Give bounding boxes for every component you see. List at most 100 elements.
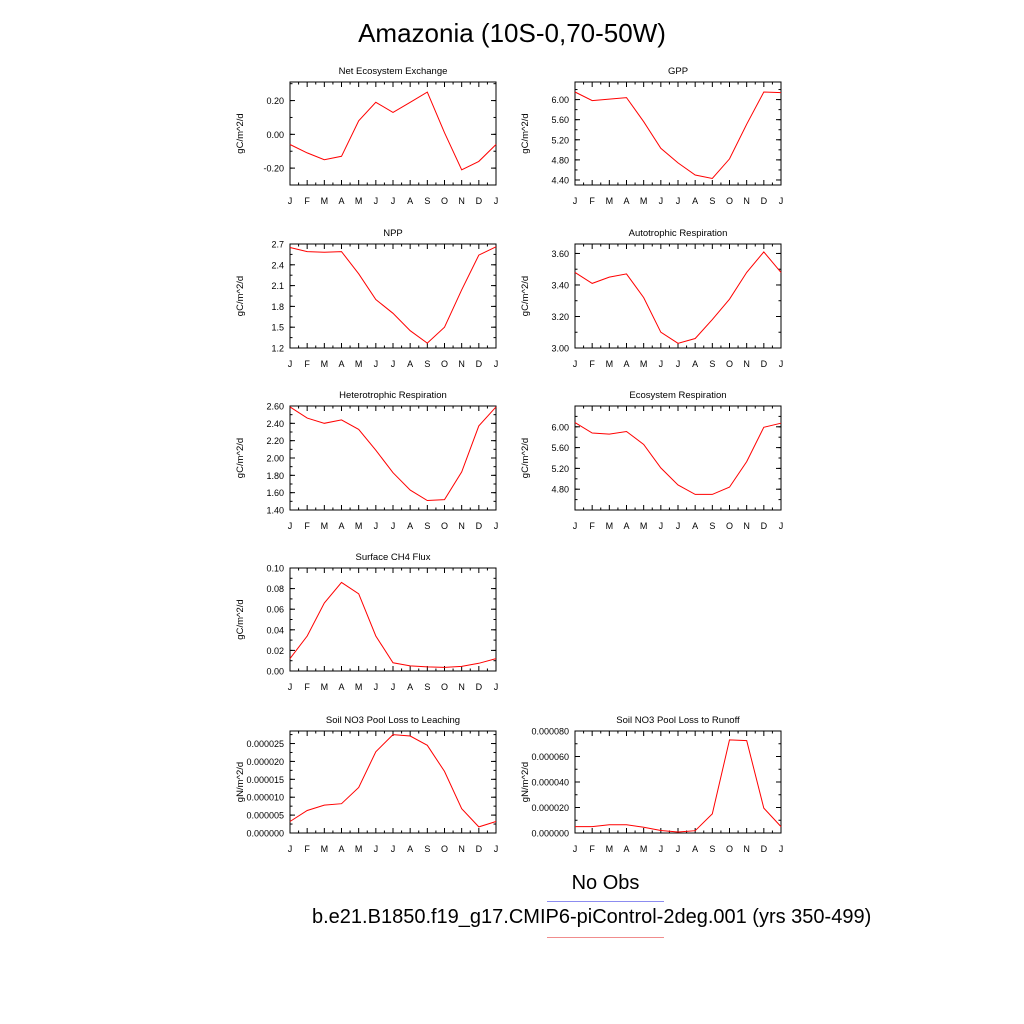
x-tick-label: J <box>391 682 396 692</box>
x-tick-label: J <box>374 844 379 854</box>
x-tick-label: F <box>589 844 595 854</box>
y-tick-label: 3.20 <box>551 312 569 322</box>
y-tick-label: 0.000040 <box>531 778 569 788</box>
x-tick-label: J <box>494 196 499 206</box>
x-tick-label: J <box>659 196 664 206</box>
series-line <box>289 406 497 502</box>
x-tick-label: J <box>659 521 664 531</box>
plot-frame <box>574 243 782 349</box>
x-tick-label: J <box>779 521 784 531</box>
x-tick-label: N <box>458 521 465 531</box>
x-tick-label: M <box>640 196 648 206</box>
series-line <box>575 739 782 833</box>
x-tick-label: N <box>458 196 465 206</box>
y-tick-label: 2.7 <box>271 240 284 250</box>
x-tick-label: M <box>606 359 614 369</box>
panel-title: Autotrophic Respiration <box>629 228 728 239</box>
x-tick-label: A <box>623 196 629 206</box>
chart-panel: J F M A M J J A S O N D J1.21.51.82.12.42.7NPPgC/m^2… <box>235 228 498 369</box>
y-axis-label: gC/m^2/d <box>235 276 246 316</box>
y-axis-label: gC/m^2/d <box>520 113 531 153</box>
x-tick-label: J <box>494 844 499 854</box>
x-tick-label: J <box>288 682 293 692</box>
x-tick-label: A <box>692 844 698 854</box>
x-tick-label: S <box>709 359 715 369</box>
x-tick-label: J <box>676 196 681 206</box>
x-tick-label: J <box>573 844 578 854</box>
y-tick-label: 0.00 <box>266 667 284 677</box>
x-tick-label: J <box>659 359 664 369</box>
y-tick-label: 3.40 <box>551 280 569 290</box>
x-tick-label: O <box>726 521 733 531</box>
y-tick-label: 0.20 <box>266 96 284 106</box>
x-tick-label: D <box>761 196 768 206</box>
x-tick-label: N <box>743 521 750 531</box>
x-tick-label: O <box>441 521 448 531</box>
chart-panel: J F M A M J J A S O N D J3.003.203.403.60Autotrophic… <box>520 228 783 369</box>
y-tick-label: 0.08 <box>266 584 284 594</box>
x-tick-label: O <box>726 359 733 369</box>
x-tick-label: J <box>676 844 681 854</box>
x-tick-label: S <box>424 196 430 206</box>
x-tick-label: S <box>424 682 430 692</box>
y-tick-label: 1.8 <box>271 302 284 312</box>
panel-title: Ecosystem Respiration <box>629 390 726 401</box>
y-axis-label: gC/m^2/d <box>235 599 246 639</box>
y-axis-label: gN/m^2/d <box>520 762 531 802</box>
y-tick-label: 4.40 <box>551 175 569 185</box>
series-line <box>289 91 497 171</box>
y-tick-label: 5.20 <box>551 464 569 474</box>
x-tick-label: J <box>288 844 293 854</box>
y-tick-label: 4.80 <box>551 155 569 165</box>
legend-case-line <box>547 937 664 938</box>
x-tick-label: O <box>726 196 733 206</box>
x-tick-label: M <box>355 844 363 854</box>
x-tick-label: J <box>391 844 396 854</box>
panel-title: Soil NO3 Pool Loss to Leaching <box>326 715 460 726</box>
x-tick-label: S <box>424 844 430 854</box>
x-tick-label: M <box>355 359 363 369</box>
x-tick-label: A <box>338 682 344 692</box>
x-tick-label: O <box>726 844 733 854</box>
y-tick-label: 0.000060 <box>531 752 569 762</box>
x-tick-label: F <box>304 682 310 692</box>
x-tick-label: J <box>374 359 379 369</box>
panel-title: Heterotrophic Respiration <box>339 390 447 401</box>
x-tick-label: O <box>441 196 448 206</box>
series-line <box>289 581 497 668</box>
x-tick-label: J <box>288 521 293 531</box>
series-line <box>574 251 782 344</box>
y-tick-label: 0.04 <box>266 625 284 635</box>
x-tick-label: J <box>374 682 379 692</box>
y-tick-label: 0.000080 <box>531 727 569 737</box>
x-tick-label: J <box>659 844 664 854</box>
y-tick-label: 1.5 <box>271 323 284 333</box>
page-title: Amazonia (10S-0,70-50W) <box>358 18 666 48</box>
y-tick-label: 1.40 <box>266 506 284 516</box>
x-tick-label: J <box>573 196 578 206</box>
x-tick-label: J <box>374 196 379 206</box>
legend-obs-label: No Obs <box>571 872 640 894</box>
y-tick-label: 2.40 <box>266 419 284 429</box>
x-tick-label: M <box>355 682 363 692</box>
plot-frame <box>574 405 782 511</box>
series-line <box>574 422 782 495</box>
x-tick-label: S <box>424 521 430 531</box>
x-tick-label: M <box>640 359 648 369</box>
x-tick-label: N <box>458 844 465 854</box>
x-tick-label: J <box>391 359 396 369</box>
y-tick-label: 2.60 <box>266 402 284 412</box>
series-line <box>289 246 497 344</box>
y-tick-label: 2.1 <box>271 281 284 291</box>
x-tick-label: N <box>743 359 750 369</box>
x-tick-label: A <box>623 521 629 531</box>
x-tick-label: S <box>424 359 430 369</box>
x-tick-label: M <box>640 521 648 531</box>
y-tick-label: 2.00 <box>266 454 284 464</box>
panel-title: NPP <box>383 228 403 239</box>
x-tick-label: J <box>374 521 379 531</box>
x-tick-label: F <box>304 521 310 531</box>
x-tick-label: D <box>761 844 768 854</box>
